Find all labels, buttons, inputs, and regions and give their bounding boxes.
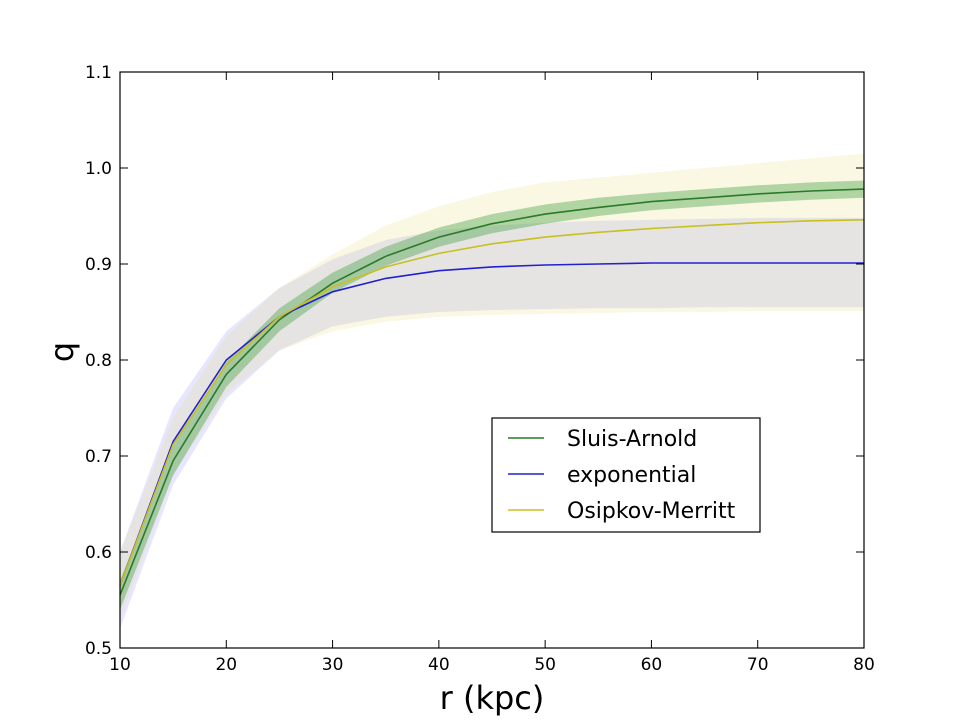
legend-label-sluis-arnold: Sluis-Arnold [567, 427, 697, 452]
axis-ticks [119, 71, 865, 649]
y-tick-label: 1.0 [85, 159, 112, 179]
axis-tick-labels: 10 20 30 40 50 60 70 80 0.5 0.6 0.7 0.8 0.9 1.0 1.1 [85, 63, 875, 675]
y-tick-label: 0.9 [85, 255, 112, 275]
series-line-exponential [119, 262, 864, 586]
band-osipkov-merritt [120, 153, 864, 620]
x-tick-label: 60 [641, 655, 663, 675]
x-axis-title: r (kpc) [440, 679, 545, 717]
legend-box [491, 417, 761, 533]
x-tick-label: 50 [534, 655, 556, 675]
x-tick-label: 30 [322, 655, 344, 675]
series-line-sluis-arnold [119, 188, 865, 596]
y-tick-label: 0.6 [85, 543, 112, 563]
x-tick-label: 20 [215, 655, 237, 675]
legend-label-exponential: exponential [567, 463, 696, 488]
legend-label-osipkov-merritt: Osipkov-Merritt [567, 499, 736, 524]
uncertainty-bands [120, 153, 864, 629]
y-tick-label: 0.5 [85, 639, 112, 659]
band-exponential [120, 217, 864, 629]
y-tick-label: 0.8 [85, 351, 112, 371]
x-tick-label: 70 [747, 655, 769, 675]
x-tick-label: 40 [428, 655, 450, 675]
y-tick-label: 1.1 [85, 63, 112, 83]
x-tick-label: 10 [109, 655, 131, 675]
x-tick-label: 80 [853, 655, 875, 675]
legend: Sluis-Arnold exponential Osipkov-Merritt [491, 417, 761, 533]
series-lines [119, 188, 865, 596]
plot-area [120, 72, 864, 648]
y-axis-title: q [43, 342, 81, 362]
legend-entries: Sluis-Arnold exponential Osipkov-Merritt [508, 427, 736, 524]
y-tick-label: 0.7 [85, 447, 112, 467]
series-line-osipkov-merritt [119, 219, 865, 586]
